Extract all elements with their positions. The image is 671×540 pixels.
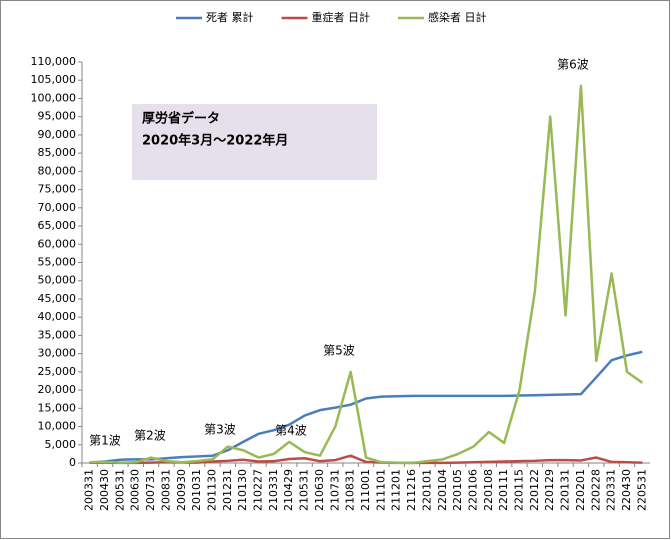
- y-tick-label: 20,000: [38, 383, 77, 396]
- x-tick-label: 220228: [589, 469, 602, 511]
- annotation: 第3波: [204, 423, 236, 437]
- text-box: [132, 104, 377, 180]
- x-tick-label: 210630: [313, 469, 326, 511]
- y-tick-label: 0: [69, 456, 76, 469]
- x-tick-label: 201231: [221, 469, 234, 511]
- x-tick-label: 220122: [528, 469, 541, 511]
- legend-label: 死者 累計: [206, 10, 254, 24]
- y-tick-label: 30,000: [38, 347, 77, 360]
- x-tick-label: 201031: [190, 469, 203, 511]
- x-tick-label: 211001: [359, 469, 372, 511]
- y-tick-label: 35,000: [38, 328, 77, 341]
- series-line: [89, 84, 644, 465]
- x-tick-label: 220201: [574, 469, 587, 511]
- text-box-line: 2020年3月～2022年月: [142, 133, 288, 149]
- y-tick-label: 110,000: [31, 55, 77, 68]
- text-box-line: 厚労省データ: [142, 111, 220, 127]
- x-tick-label: 210429: [282, 469, 295, 511]
- x-tick-label: 210227: [252, 469, 265, 511]
- annotation: 第6波: [557, 58, 589, 72]
- y-tick-label: 25,000: [38, 365, 77, 378]
- y-tick-label: 95,000: [38, 110, 77, 123]
- x-tick-label: 210331: [267, 469, 280, 511]
- y-tick-label: 55,000: [38, 256, 77, 269]
- x-tick-label: 220531: [635, 469, 648, 511]
- x-tick-label: 210731: [328, 469, 341, 511]
- y-tick-label: 105,000: [31, 73, 77, 86]
- x-tick-label: 220104: [436, 469, 449, 511]
- x-tick-label: 220115: [513, 469, 526, 511]
- x-tick-label: 211201: [390, 469, 403, 511]
- x-tick-label: 210130: [236, 469, 249, 511]
- x-tick-label: 200831: [159, 469, 172, 511]
- x-tick-label: 220331: [605, 469, 618, 511]
- annotation: 第4波: [275, 424, 307, 438]
- legend-label: 重症者 日計: [312, 10, 371, 24]
- annotation: 第2波: [134, 429, 166, 443]
- y-tick-label: 85,000: [38, 146, 77, 159]
- y-tick-label: 65,000: [38, 219, 77, 232]
- y-tick-label: 10,000: [38, 420, 77, 433]
- x-tick-label: 201130: [205, 469, 218, 511]
- x-tick-label: 220430: [620, 469, 633, 511]
- y-tick-label: 45,000: [38, 292, 77, 305]
- x-tick-label: 220111: [497, 469, 510, 511]
- y-tick-label: 80,000: [38, 164, 77, 177]
- y-tick-label: 90,000: [38, 128, 77, 141]
- annotation: 第5波: [323, 344, 355, 358]
- x-tick-label: 211101: [374, 469, 387, 511]
- y-tick-label: 5,000: [45, 438, 77, 451]
- x-tick-label: 200930: [175, 469, 188, 511]
- y-tick-label: 50,000: [38, 274, 77, 287]
- x-tick-label: 210831: [344, 469, 357, 511]
- x-tick-label: 200331: [83, 469, 96, 511]
- legend-label: 感染者 日計: [428, 10, 487, 24]
- x-tick-label: 210531: [298, 469, 311, 511]
- y-tick-label: 70,000: [38, 201, 77, 214]
- y-tick-label: 75,000: [38, 183, 77, 196]
- series-line: [89, 350, 643, 464]
- y-tick-label: 15,000: [38, 401, 77, 414]
- x-tick-label: 211216: [405, 469, 418, 511]
- x-tick-label: 220105: [451, 469, 464, 511]
- x-tick-label: 220106: [466, 469, 479, 511]
- x-tick-label: 220131: [559, 469, 572, 511]
- x-tick-label: 200531: [113, 469, 126, 511]
- x-tick-label: 200731: [144, 469, 157, 511]
- y-tick-label: 60,000: [38, 237, 77, 250]
- x-tick-label: 200630: [129, 469, 142, 511]
- x-tick-label: 220129: [543, 469, 556, 511]
- x-tick-label: 220108: [482, 469, 495, 511]
- y-tick-label: 100,000: [31, 91, 77, 104]
- x-tick-label: 220101: [420, 469, 433, 511]
- annotation: 第1波: [89, 434, 121, 448]
- x-tick-label: 200430: [98, 469, 111, 511]
- y-tick-label: 40,000: [38, 310, 77, 323]
